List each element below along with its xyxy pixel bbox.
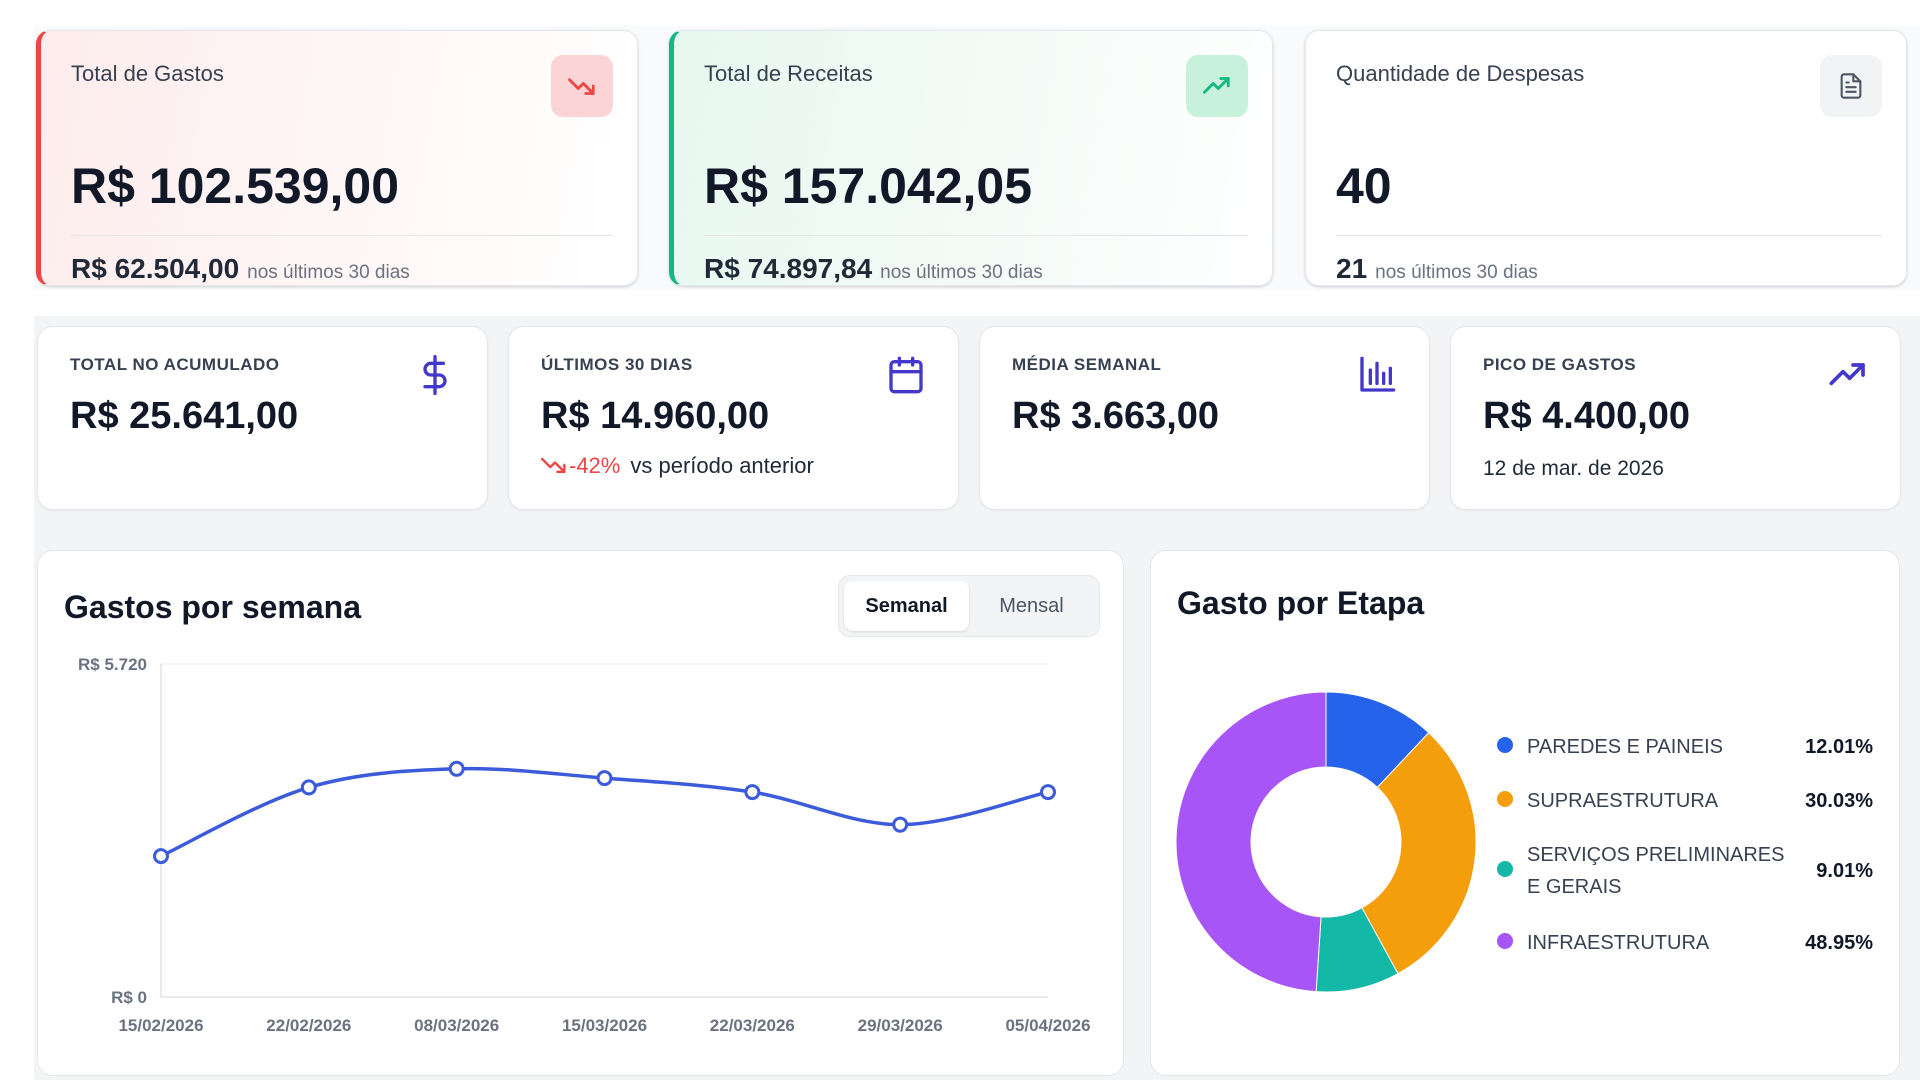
legend-swatch bbox=[1497, 737, 1513, 753]
x-tick-label: 22/02/2026 bbox=[266, 1016, 351, 1035]
kpi-value: R$ 25.641,00 bbox=[70, 395, 299, 437]
donut-slice bbox=[1175, 691, 1327, 993]
kpi-media-semanal[interactable]: MÉDIA SEMANAL R$ 3.663,00 bbox=[979, 326, 1430, 510]
data-point bbox=[153, 848, 169, 865]
trending-up-icon bbox=[1186, 55, 1248, 117]
legend-item[interactable]: INFRAESTRUTURA 48.95% bbox=[1497, 927, 1873, 959]
change-note: vs período anterior bbox=[630, 453, 814, 478]
legend-value: 48.95% bbox=[1805, 932, 1873, 954]
y-tick-label: R$ 0 bbox=[111, 988, 147, 1007]
legend-swatch bbox=[1497, 791, 1513, 807]
legend-item[interactable]: SERVIÇOS PRELIMINARES E GERAIS 9.01% bbox=[1497, 839, 1873, 903]
data-point bbox=[596, 770, 613, 787]
x-tick-label: 22/03/2026 bbox=[710, 1016, 795, 1035]
line-chart: R$ 5.720 R$ 0 15/02/2026 22/02/2026 08/03/20… bbox=[78, 655, 1091, 1035]
change-negative: -42% bbox=[541, 453, 620, 479]
card-value: R$ 102.539,00 bbox=[71, 158, 400, 214]
kpi-value: R$ 14.960,00 bbox=[541, 395, 770, 437]
card-sub: R$ 62.504,00 nos últimos 30 dias bbox=[71, 253, 410, 285]
legend-swatch bbox=[1497, 933, 1513, 949]
chart-title: Gasto por Etapa bbox=[1177, 585, 1425, 621]
document-icon bbox=[1820, 55, 1882, 117]
kpi-ultimos-30-dias[interactable]: ÚLTIMOS 30 DIAS R$ 14.960,00 -42% vs per… bbox=[508, 326, 959, 510]
trending-down-icon bbox=[551, 55, 613, 117]
kpi-value: R$ 3.663,00 bbox=[1012, 395, 1220, 437]
x-tick-label: 29/03/2026 bbox=[858, 1016, 943, 1035]
data-point bbox=[300, 779, 317, 796]
data-point bbox=[448, 760, 465, 777]
calendar-icon bbox=[889, 356, 923, 394]
legend-value: 12.01% bbox=[1805, 736, 1873, 758]
legend-swatch bbox=[1497, 861, 1513, 877]
kpi-note: 12 de mar. de 2026 bbox=[1483, 457, 1664, 480]
legend-label: INFRAESTRUTURA bbox=[1527, 932, 1710, 954]
kpi-label: PICO DE GASTOS bbox=[1483, 355, 1637, 374]
card-label: Quantidade de Despesas bbox=[1336, 61, 1585, 86]
kpi-label: MÉDIA SEMANAL bbox=[1012, 355, 1162, 374]
divider bbox=[1336, 235, 1882, 236]
card-sub-note: nos últimos 30 dias bbox=[247, 262, 410, 283]
trending-down-icon bbox=[541, 457, 566, 473]
card-sub-value: R$ 74.897,84 bbox=[704, 253, 873, 284]
period-toggle: Semanal Mensal bbox=[838, 575, 1100, 637]
summary-card-receitas[interactable]: Total de Receitas R$ 157.042,05 R$ 74.89… bbox=[669, 30, 1273, 286]
x-tick-label: 15/03/2026 bbox=[562, 1016, 647, 1035]
card-sub-value: R$ 62.504,00 bbox=[71, 253, 240, 284]
card-value: 40 bbox=[1336, 158, 1392, 214]
legend-label: SUPRAESTRUTURA bbox=[1527, 790, 1719, 812]
card-sub-note: nos últimos 30 dias bbox=[1375, 262, 1538, 283]
kpi-total-acumulado[interactable]: TOTAL NO ACUMULADO R$ 25.641,00 bbox=[37, 326, 488, 510]
card-sub: 21 nos últimos 30 dias bbox=[1336, 253, 1538, 285]
legend-item[interactable]: PAREDES E PAINEIS 12.01% bbox=[1497, 731, 1873, 763]
donut-chart bbox=[1175, 691, 1477, 993]
kpi-value: R$ 4.400,00 bbox=[1483, 395, 1691, 437]
card-sub-note: nos últimos 30 dias bbox=[880, 262, 1043, 283]
divider bbox=[71, 235, 613, 236]
toggle-mensal[interactable]: Mensal bbox=[999, 594, 1064, 617]
summary-card-gastos[interactable]: Total de Gastos R$ 102.539,00 R$ 62.504,… bbox=[36, 30, 638, 286]
card-label: Total de Receitas bbox=[704, 61, 873, 86]
divider bbox=[704, 235, 1248, 236]
dollar-icon bbox=[423, 355, 447, 395]
legend-value: 9.01% bbox=[1816, 860, 1873, 882]
legend-label: PAREDES E PAINEIS bbox=[1527, 736, 1723, 758]
x-tick-label: 15/02/2026 bbox=[118, 1016, 203, 1035]
toggle-semanal[interactable]: Semanal bbox=[844, 581, 969, 631]
legend-item[interactable]: SUPRAESTRUTURA 30.03% bbox=[1497, 785, 1873, 817]
x-tick-label: 08/03/2026 bbox=[414, 1016, 499, 1035]
card-sub: R$ 74.897,84 nos últimos 30 dias bbox=[704, 253, 1043, 285]
x-tick-label: 05/04/2026 bbox=[1005, 1016, 1090, 1035]
legend-value: 30.03% bbox=[1805, 790, 1873, 812]
card-value: R$ 157.042,05 bbox=[704, 158, 1033, 214]
stage-chart-card: Gasto por Etapa PAREDES E PAINEIS 12.01% S… bbox=[1150, 550, 1900, 1076]
kpi-label: ÚLTIMOS 30 DIAS bbox=[541, 355, 693, 374]
kpi-label: TOTAL NO ACUMULADO bbox=[70, 355, 280, 374]
bar-chart-icon bbox=[1360, 356, 1396, 392]
legend-label: SERVIÇOS PRELIMINARES E GERAIS bbox=[1527, 844, 1785, 898]
weekly-chart-card: Gastos por semana Semanal Mensal R$ 5.72… bbox=[37, 550, 1124, 1076]
kpi-change: -42% vs período anterior bbox=[541, 453, 814, 479]
card-sub-value: 21 bbox=[1336, 253, 1368, 284]
chart-title: Gastos por semana bbox=[64, 589, 361, 625]
kpi-pico-gastos[interactable]: PICO DE GASTOS R$ 4.400,00 12 de mar. de… bbox=[1450, 326, 1901, 510]
data-point bbox=[892, 816, 909, 833]
data-point bbox=[744, 784, 761, 801]
trending-up-icon bbox=[1829, 363, 1865, 386]
summary-card-despesas[interactable]: Quantidade de Despesas 40 21 nos últimos … bbox=[1305, 30, 1907, 286]
data-point bbox=[1040, 784, 1056, 801]
donut-slice bbox=[1361, 732, 1477, 975]
card-label: Total de Gastos bbox=[71, 61, 224, 86]
change-value: -42% bbox=[569, 453, 621, 478]
y-tick-label: R$ 5.720 bbox=[78, 655, 147, 674]
